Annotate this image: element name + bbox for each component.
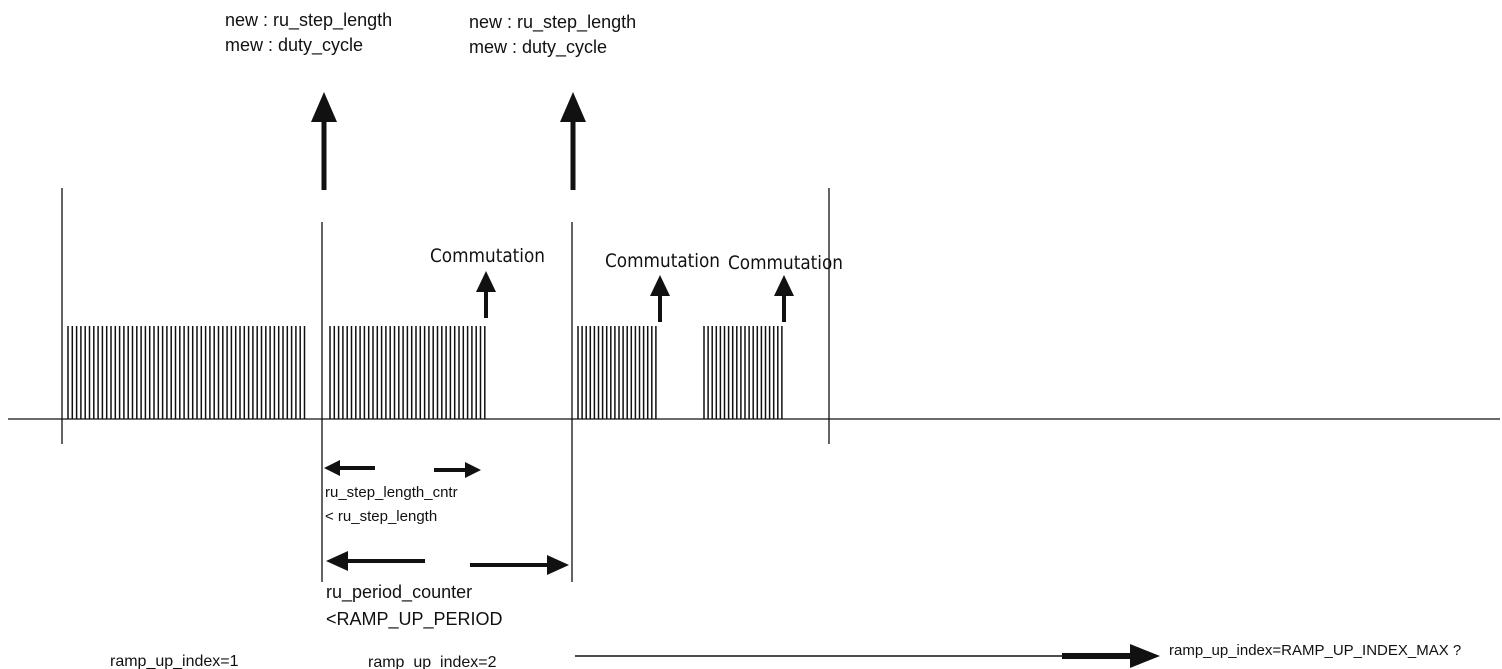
pwm-pulse-train-2	[329, 326, 486, 419]
label-mew-duty-cycle-2: mew : duty_cycle	[469, 37, 607, 58]
label-commutation-2: Commutation	[605, 250, 720, 272]
commutation-arrow-icon	[476, 271, 496, 318]
label-step-length-condition: < ru_step_length	[325, 508, 437, 525]
commutation-arrow-icon	[650, 275, 670, 322]
label-commutation-1: Commutation	[430, 245, 545, 267]
period-span-arrow-icon	[326, 551, 569, 575]
pwm-pulse-train-1	[67, 326, 306, 419]
label-ramp-up-index-max: ramp_up_index=RAMP_UP_INDEX_MAX ?	[1169, 642, 1461, 659]
label-period-condition: <RAMP_UP_PERIOD	[326, 609, 503, 630]
label-ramp-up-index-1: ramp_up_index=1	[110, 653, 239, 669]
up-arrow-icon	[560, 92, 586, 190]
label-step-length-counter: ru_step_length_cntr	[325, 484, 458, 501]
up-arrow-icon	[311, 92, 337, 190]
step-length-span-arrow-icon	[324, 460, 481, 478]
label-new-step-length-2: new : ru_step_length	[469, 12, 636, 33]
label-period-counter: ru_period_counter	[326, 582, 472, 603]
pwm-pulse-train-4	[703, 326, 783, 419]
label-ramp-up-index-2: ramp_up_index=2	[368, 654, 497, 669]
commutation-arrow-icon	[774, 275, 794, 322]
ramp-index-progress-arrow-icon	[575, 644, 1160, 668]
label-commutation-3: Commutation	[728, 252, 843, 274]
pwm-pulse-train-3	[577, 326, 657, 419]
label-mew-duty-cycle-1: mew : duty_cycle	[225, 35, 363, 56]
label-new-step-length-1: new : ru_step_length	[225, 10, 392, 31]
